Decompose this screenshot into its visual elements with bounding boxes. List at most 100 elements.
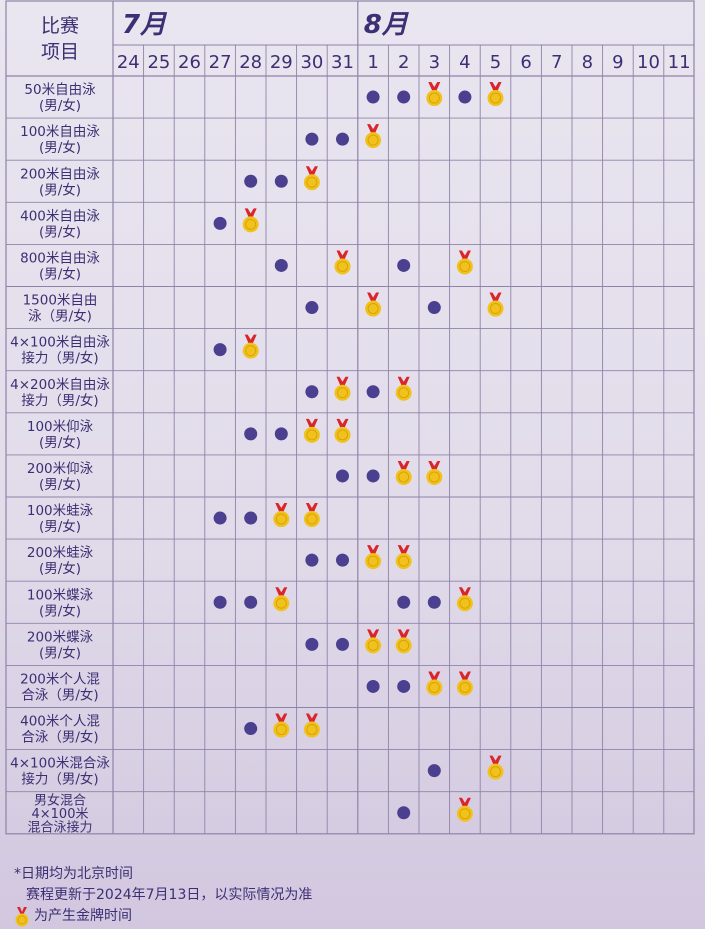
event-name: 200米蛙泳 — [27, 545, 94, 561]
medal-disc — [365, 553, 382, 570]
event-name: 100米仰泳 — [27, 419, 94, 435]
event-name: (男/女) — [39, 223, 81, 240]
medal-ribbon — [458, 797, 471, 807]
legend-medal-label: 为产生金牌时间 — [34, 908, 132, 924]
competition-dot — [427, 764, 441, 778]
medal-ring — [398, 555, 410, 567]
event-name: (男/女) — [39, 265, 81, 282]
competition-dot — [336, 469, 349, 483]
medal-disc — [303, 426, 320, 443]
gold-medal-icon — [426, 460, 443, 485]
medal-ribbon — [367, 545, 380, 555]
gold-medal-icon — [242, 334, 259, 359]
event-name: 50米自由泳 — [24, 82, 96, 98]
medal-ring — [367, 555, 379, 567]
medal-disc — [426, 468, 443, 485]
competition-dot — [427, 301, 441, 315]
gold-medal-icon — [395, 376, 412, 401]
medal-ring — [367, 134, 379, 146]
medal-disc — [273, 721, 290, 738]
competition-dot — [305, 301, 319, 315]
medal-ring — [245, 218, 257, 230]
gold-medal-icon — [15, 906, 29, 926]
medal-disc — [487, 763, 504, 780]
medal-ribbon — [458, 671, 471, 681]
medal-ribbon — [275, 713, 288, 723]
medal-ring — [428, 681, 440, 693]
day-header-28: 28 — [239, 52, 262, 73]
competition-dot — [397, 595, 411, 609]
event-name: 4×200米自由泳 — [10, 377, 110, 393]
gold-medal-icon — [273, 503, 290, 528]
competition-dot — [244, 722, 258, 736]
event-name: (男/女) — [39, 644, 81, 661]
medal-ribbon — [244, 208, 257, 218]
medal-ribbon — [305, 713, 318, 723]
gold-medal-icon — [242, 208, 259, 233]
medal-ribbon — [367, 292, 380, 302]
day-header-30: 30 — [300, 52, 323, 73]
competition-dot — [458, 90, 472, 104]
medal-ribbon — [428, 671, 441, 681]
competition-dot — [213, 343, 227, 357]
medal-ring — [398, 639, 410, 651]
day-header-25: 25 — [147, 52, 170, 73]
event-name: 100米自由泳 — [20, 124, 100, 140]
competition-dot — [305, 132, 319, 146]
competition-dot — [213, 216, 227, 230]
medal-disc — [426, 679, 443, 696]
competition-dot — [397, 679, 411, 693]
medal-disc — [334, 426, 351, 443]
event-name: 接力（男/女) — [21, 771, 98, 788]
competition-dot — [397, 90, 411, 104]
medal-disc — [395, 553, 412, 570]
medal-disc — [395, 468, 412, 485]
gold-medal-icon — [303, 503, 320, 528]
medal-ring — [428, 92, 440, 104]
medal-ribbon — [428, 460, 441, 470]
gold-medal-icon — [487, 755, 504, 780]
update-note: 赛程更新于2024年7月13日，以实际情况为准 — [26, 887, 313, 903]
event-name: 200米自由泳 — [20, 166, 100, 182]
gold-medal-icon — [426, 671, 443, 696]
medal-disc — [242, 216, 259, 233]
medal-disc — [456, 595, 473, 612]
event-header-label: 项目 — [41, 41, 79, 63]
medal-ring — [367, 639, 379, 651]
medal-ribbon — [275, 503, 288, 513]
medal-ring — [490, 303, 501, 315]
event-name: 1500米自由 — [23, 293, 98, 309]
gold-medal-icon — [273, 587, 290, 612]
event-name: 200米仰泳 — [27, 461, 94, 477]
gold-medal-icon — [273, 713, 290, 738]
event-name: 4×100米自由泳 — [10, 335, 110, 351]
day-header-6: 6 — [520, 52, 531, 73]
event-name: 混合泳接力 — [27, 819, 92, 835]
medal-ring — [398, 471, 410, 483]
medal-ribbon — [367, 124, 380, 134]
day-header-31: 31 — [331, 52, 354, 73]
medal-ring — [275, 513, 287, 525]
event-name: (男/女) — [39, 97, 81, 114]
competition-dot — [366, 469, 380, 483]
event-name: 接力（男/女) — [21, 350, 98, 367]
day-header-2: 2 — [398, 52, 409, 73]
day-header-3: 3 — [429, 52, 440, 73]
medal-disc — [303, 511, 320, 528]
gold-medal-icon — [487, 292, 504, 317]
medal-ribbon — [489, 82, 502, 92]
event-name: 4×100米 — [32, 807, 89, 822]
day-header-29: 29 — [270, 52, 293, 73]
day-header-10: 10 — [637, 52, 660, 73]
medal-ribbon — [397, 460, 410, 470]
medal-ribbon — [305, 418, 318, 428]
medal-ribbon — [305, 166, 318, 176]
event-name: (男/女) — [39, 560, 81, 577]
competition-dot — [427, 595, 441, 609]
medal-disc — [273, 595, 290, 612]
medal-ring — [306, 429, 318, 441]
gold-medal-icon — [365, 545, 382, 570]
medal-ring — [306, 724, 318, 736]
medal-ring — [459, 681, 471, 693]
legend-medal: 为产生金牌时间 — [14, 906, 694, 927]
